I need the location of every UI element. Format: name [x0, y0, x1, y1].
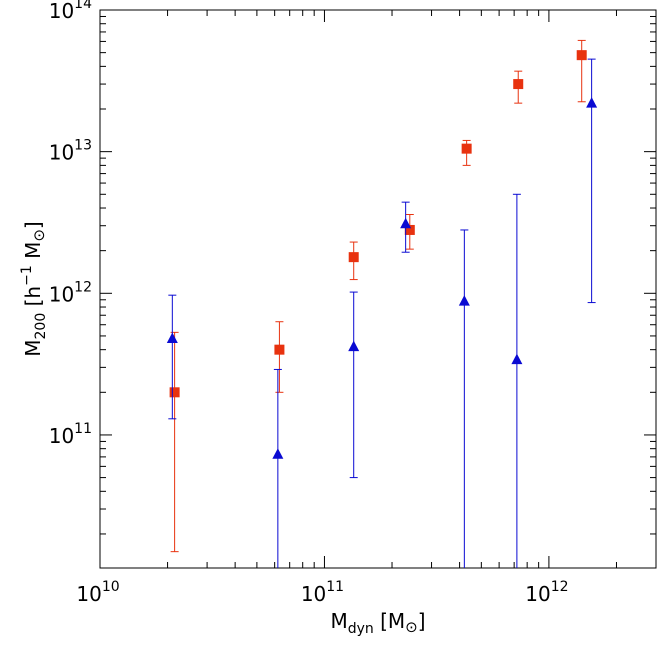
triangle-marker	[272, 448, 284, 459]
x-tick-base: 10	[301, 582, 326, 606]
triangle-marker	[400, 217, 412, 229]
x-tick-exponent: 10	[102, 579, 120, 595]
y-tick-label: 1013	[49, 138, 92, 165]
triangle-marker	[166, 332, 178, 343]
square-marker	[513, 79, 524, 90]
y-tick-base: 10	[49, 0, 74, 23]
x-tick-label: 1012	[525, 579, 568, 606]
y-tick-base: 10	[49, 424, 74, 448]
y-tick-label: 1012	[49, 279, 92, 306]
series-square	[169, 39, 587, 553]
y-tick-label: 1011	[49, 421, 92, 448]
y-axis-label: M200 [h−1 M⊙]	[19, 221, 49, 357]
y-tick-base: 10	[49, 141, 74, 165]
triangle-marker	[511, 353, 523, 365]
x-tick-label: 1010	[76, 579, 119, 606]
x-axis-label: Mdyn [M⊙]	[330, 609, 425, 637]
square-marker	[169, 387, 180, 398]
y-tick-exponent: 11	[74, 421, 92, 437]
square-marker	[348, 252, 359, 263]
y-tick-exponent: 14	[74, 0, 92, 12]
series-triangle	[166, 58, 598, 568]
triangle-marker	[458, 295, 470, 306]
square-marker	[461, 143, 472, 154]
triangle-marker	[348, 340, 360, 352]
x-tick-exponent: 12	[551, 579, 569, 595]
x-tick-base: 10	[76, 582, 101, 606]
square-marker	[404, 224, 415, 235]
x-tick-base: 10	[525, 582, 550, 606]
y-tick-base: 10	[49, 282, 74, 306]
x-tick-exponent: 11	[326, 579, 344, 595]
data-series	[166, 39, 598, 568]
y-tick-label: 1014	[49, 0, 92, 23]
y-tick-exponent: 13	[74, 138, 92, 154]
square-marker	[576, 50, 587, 61]
x-tick-label: 1011	[301, 579, 344, 606]
y-tick-exponent: 12	[74, 279, 92, 295]
axis-labels: Mdyn [M⊙] M200 [h−1 M⊙]	[19, 221, 426, 637]
triangle-marker	[586, 97, 598, 108]
square-marker	[274, 344, 285, 355]
plot-frame	[99, 9, 657, 569]
